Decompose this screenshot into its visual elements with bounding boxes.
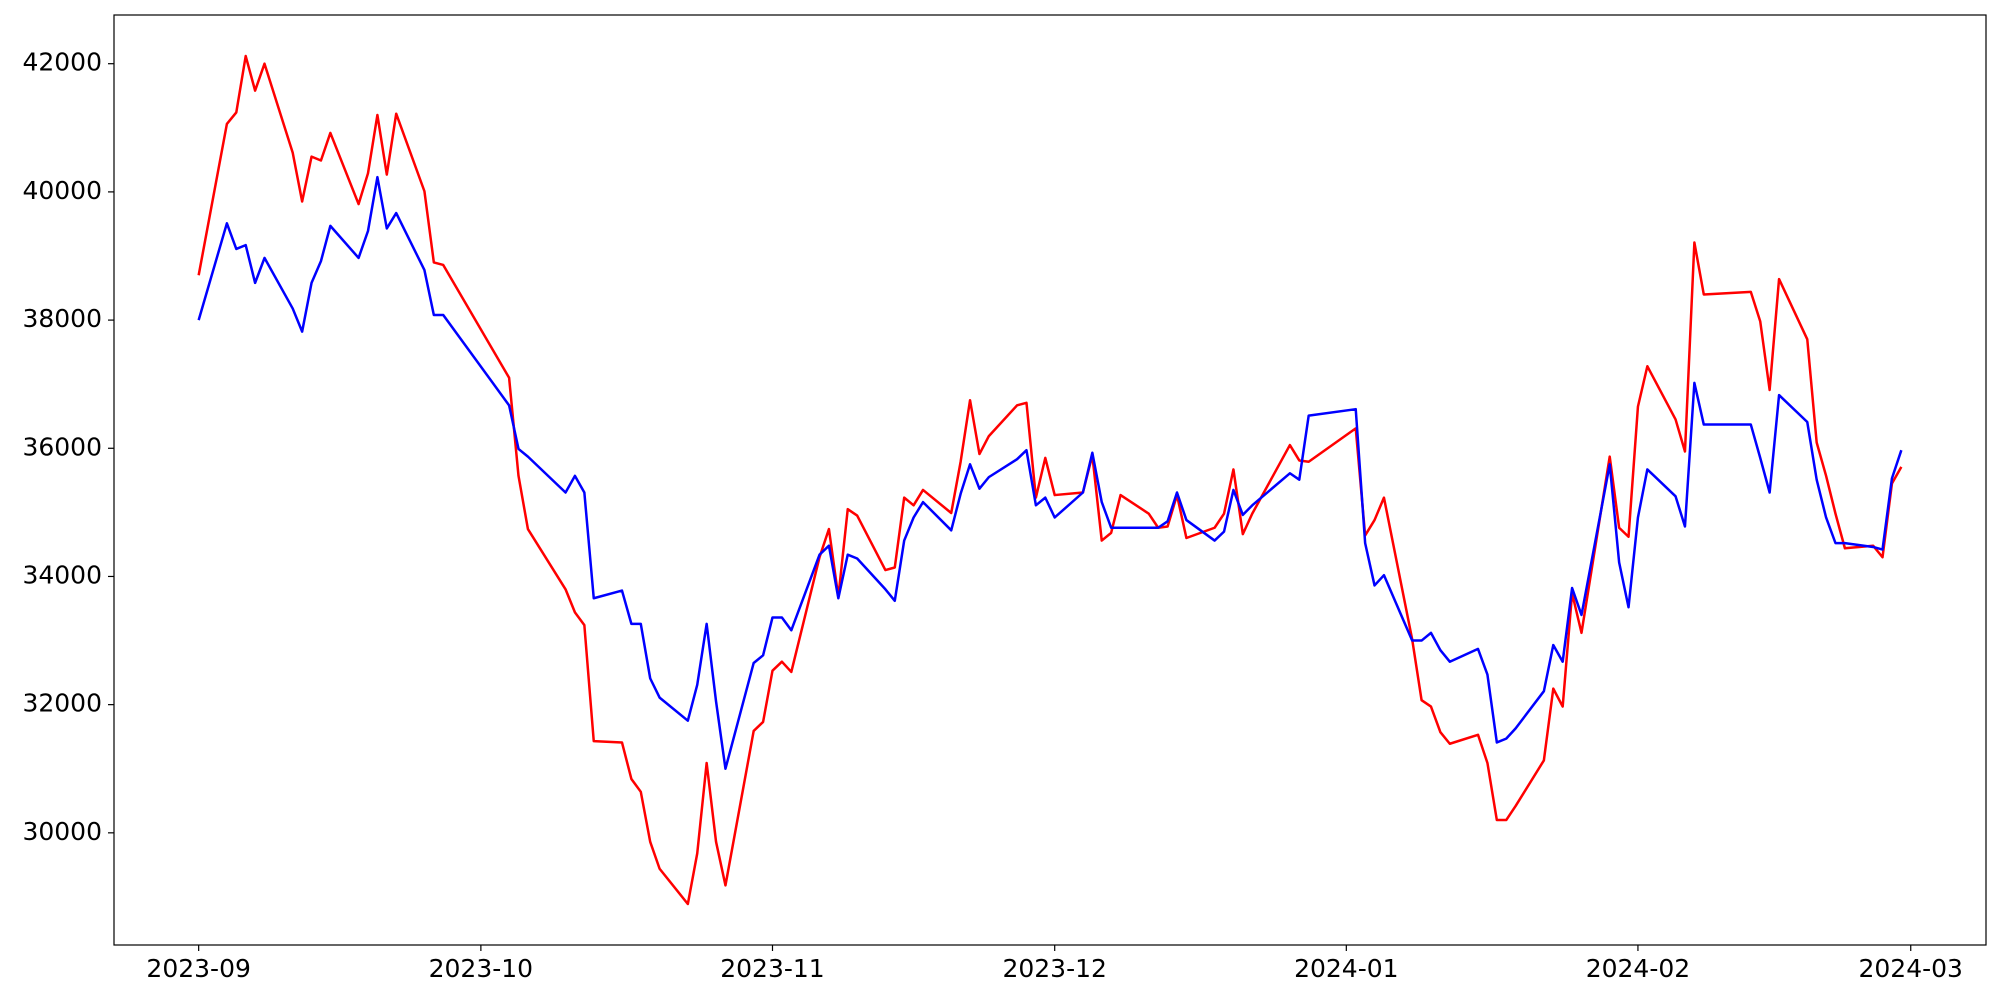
series-line [197,54,1903,906]
x-tick-label: 2024-01 [1294,954,1398,983]
x-tick-label: 2024-03 [1859,954,1963,983]
y-tick-label: 40000 [22,176,102,205]
y-tick-label: 30000 [22,817,102,846]
x-tick-label: 2023-10 [429,954,533,983]
y-tick-label: 38000 [22,304,102,333]
y-tick-label: 36000 [22,432,102,461]
x-tick-label: 2024-02 [1586,954,1690,983]
y-tick-label: 34000 [22,560,102,589]
x-tick-label: 2023-12 [1002,954,1106,983]
y-tick-label: 32000 [22,689,102,718]
plot-frame [113,14,1987,946]
x-tick-label: 2023-09 [146,954,250,983]
y-tick-label: 42000 [22,48,102,77]
x-tick-label: 2023-11 [720,954,824,983]
series-line [197,175,1903,770]
